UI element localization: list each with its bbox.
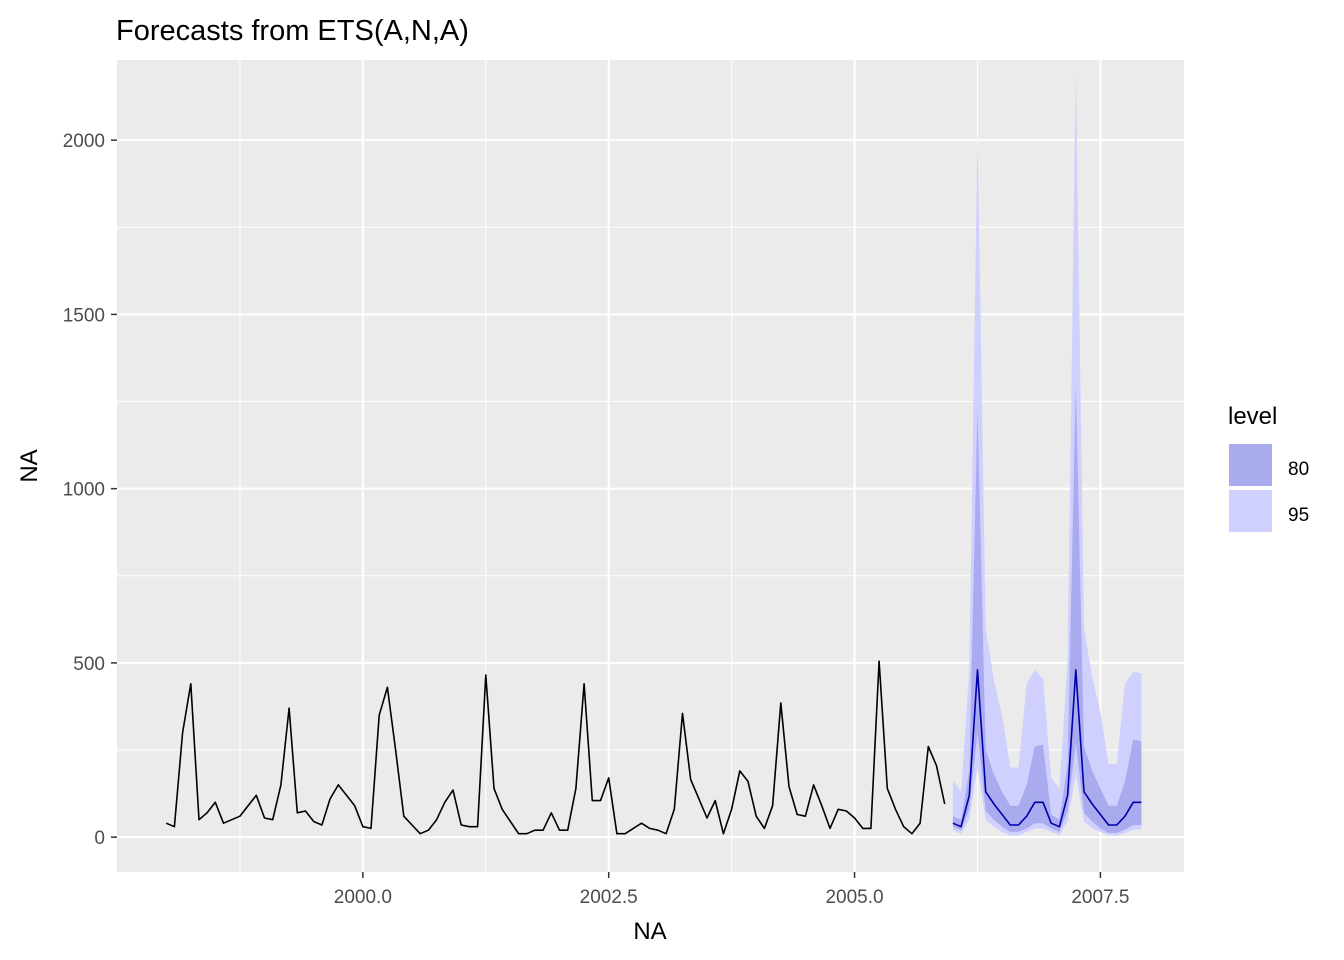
x-tick-label: 2000.0 bbox=[334, 887, 392, 908]
history-line bbox=[165, 660, 946, 835]
legend-key-95 bbox=[1229, 490, 1272, 532]
x-tick-label: 2007.5 bbox=[1071, 887, 1129, 908]
x-axis-title: NA bbox=[633, 918, 666, 945]
legend-label-95: 95 bbox=[1288, 505, 1309, 526]
major-gridlines bbox=[117, 60, 1184, 872]
legend-label-80: 80 bbox=[1288, 459, 1309, 480]
y-axis: 0 500 1000 1500 2000 bbox=[63, 131, 117, 849]
y-axis-title: NA bbox=[16, 449, 43, 482]
legend-title: level bbox=[1228, 403, 1277, 430]
y-tick-label: 0 bbox=[94, 828, 105, 849]
legend-key-80 bbox=[1229, 444, 1272, 486]
y-tick-label: 2000 bbox=[63, 131, 105, 152]
x-axis: 2000.0 2002.5 2005.0 2007.5 bbox=[334, 872, 1129, 908]
panel-background bbox=[117, 60, 1184, 872]
series-lines bbox=[165, 660, 1142, 835]
chart-title: Forecasts from ETS(A,N,A) bbox=[116, 15, 469, 47]
y-tick-label: 1000 bbox=[63, 480, 105, 501]
x-tick-label: 2005.0 bbox=[825, 887, 883, 908]
legend: level 80 95 bbox=[1228, 403, 1309, 532]
x-tick-label: 2002.5 bbox=[580, 887, 638, 908]
y-tick-label: 1500 bbox=[63, 305, 105, 326]
y-tick-label: 500 bbox=[73, 654, 105, 675]
forecast-mean-line bbox=[952, 669, 1142, 828]
